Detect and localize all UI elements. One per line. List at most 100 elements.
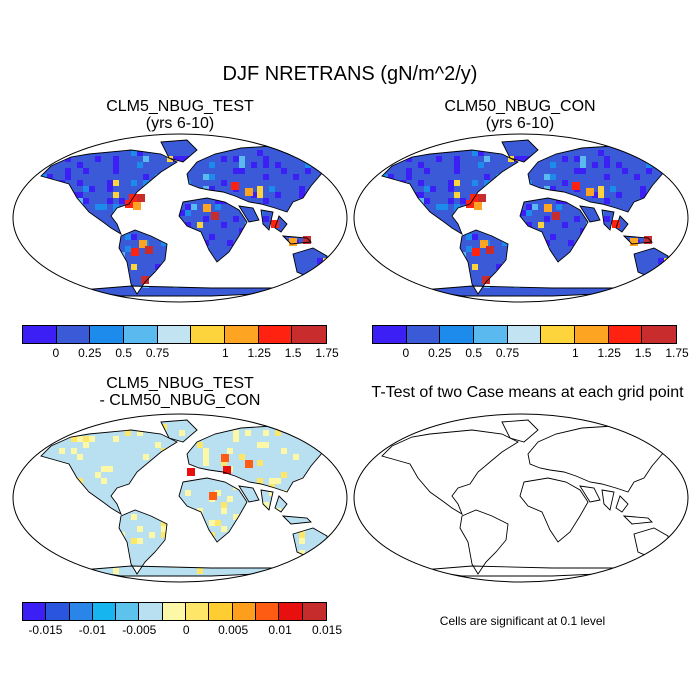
grid-cell	[454, 204, 460, 210]
colorbar-control-swatch	[440, 326, 474, 343]
grid-cell	[59, 562, 65, 568]
colorbar-control-tick-label: 0.25	[428, 346, 452, 360]
grid-cell	[640, 192, 646, 198]
coastline	[527, 425, 679, 493]
grid-cell-high	[231, 182, 239, 190]
grid-cell	[580, 168, 586, 174]
grid-cell	[544, 216, 550, 222]
grid-cell	[83, 436, 89, 442]
grid-cell	[215, 198, 221, 204]
grid-cell	[562, 222, 568, 228]
grid-cell-high	[211, 212, 219, 220]
grid-cell	[221, 222, 227, 228]
colorbar-diff-tick-label: 0.015	[311, 623, 343, 637]
panel-diff-title-line1: CLM5_NBUG_TEST	[106, 375, 254, 392]
grid-cell	[77, 436, 83, 442]
grid-cell	[418, 192, 424, 198]
grid-cell	[83, 198, 89, 204]
grid-cell	[580, 156, 586, 162]
grid-cell	[131, 538, 137, 544]
grid-cell	[287, 282, 293, 288]
grid-cell	[161, 532, 167, 538]
grid-cell-high	[572, 182, 580, 190]
colorbar-test	[22, 325, 327, 344]
grid-cell-high	[544, 204, 552, 212]
colorbar-test-tick-label: 0.75	[145, 346, 170, 360]
grid-cell-high	[303, 236, 311, 244]
grid-cell	[616, 192, 622, 198]
colorbar-diff-swatch	[139, 603, 163, 620]
coastline	[160, 419, 198, 443]
coastline	[519, 197, 589, 263]
grid-cell	[424, 168, 430, 174]
grid-cell	[436, 156, 442, 162]
colorbar-test-swatch	[191, 326, 225, 343]
colorbar-diff-tick-label: -0.005	[122, 623, 157, 637]
grid-cell	[460, 198, 466, 204]
grid-cell	[568, 240, 574, 246]
coastline	[238, 485, 260, 503]
grid-cell	[113, 436, 119, 442]
grid-cell	[329, 448, 335, 454]
colorbar-diff-swatch	[116, 603, 140, 620]
grid-cell	[95, 156, 101, 162]
grid-cell-high	[644, 236, 652, 244]
grid-cell	[604, 216, 610, 222]
grid-cell	[143, 156, 149, 162]
colorbar-control-swatch	[608, 326, 643, 343]
grid-cell	[550, 234, 556, 240]
colorbar-test-tick-label: 1.5	[284, 346, 302, 360]
grid-cell	[299, 538, 305, 544]
coastline	[501, 419, 539, 443]
grid-cell	[227, 496, 233, 502]
grid-cell	[221, 490, 227, 496]
grid-cell	[281, 448, 287, 454]
grid-cell	[65, 174, 71, 180]
grid-cell	[664, 156, 670, 162]
grid-cell	[77, 162, 83, 168]
grid-cell	[263, 430, 269, 436]
grid-cell	[95, 204, 101, 210]
colorbar-test-swatch	[90, 326, 124, 343]
grid-cell	[233, 436, 239, 442]
colorbar-test-swatch	[292, 326, 326, 343]
coastline	[381, 429, 519, 516]
colorbar-control-tick-label: 1.25	[597, 346, 621, 360]
coastline	[260, 489, 274, 511]
grid-cell	[203, 460, 209, 466]
grid-cell	[257, 186, 263, 192]
grid-cell	[472, 180, 478, 186]
grid-cell	[161, 526, 167, 532]
grid-cell	[197, 442, 203, 448]
grid-cell	[520, 210, 526, 216]
coastline	[601, 489, 615, 511]
grid-cell	[59, 430, 65, 436]
coastline	[40, 429, 178, 516]
colorbar-control-tick-label: 0.5	[465, 346, 482, 360]
grid-cell	[550, 186, 556, 192]
colorbar-control-swatch	[507, 326, 542, 343]
grid-cell	[185, 204, 191, 210]
grid-cell	[323, 276, 329, 282]
coastline	[459, 229, 509, 295]
grid-cell	[544, 174, 550, 180]
grid-cell	[616, 162, 622, 168]
grid-cell	[496, 264, 502, 270]
grid-cell-high	[131, 248, 139, 256]
colorbar-diff-swatch	[279, 603, 303, 620]
grid-cell	[119, 454, 125, 460]
coastline	[615, 215, 653, 245]
coastline	[160, 139, 198, 163]
grid-cell	[406, 156, 412, 162]
grid-cell	[65, 156, 71, 162]
grid-cell	[424, 198, 430, 204]
grid-cell	[610, 186, 616, 192]
panel-diff-title-line2: - CLM50_NBUG_CON	[99, 392, 261, 409]
grid-cell	[131, 180, 137, 186]
colorbar-diff-swatch	[69, 603, 93, 620]
grid-cell	[215, 520, 221, 526]
grid-cell	[233, 466, 239, 472]
grid-cell	[604, 174, 610, 180]
grid-cell	[107, 198, 113, 204]
grid-cell	[388, 174, 394, 180]
